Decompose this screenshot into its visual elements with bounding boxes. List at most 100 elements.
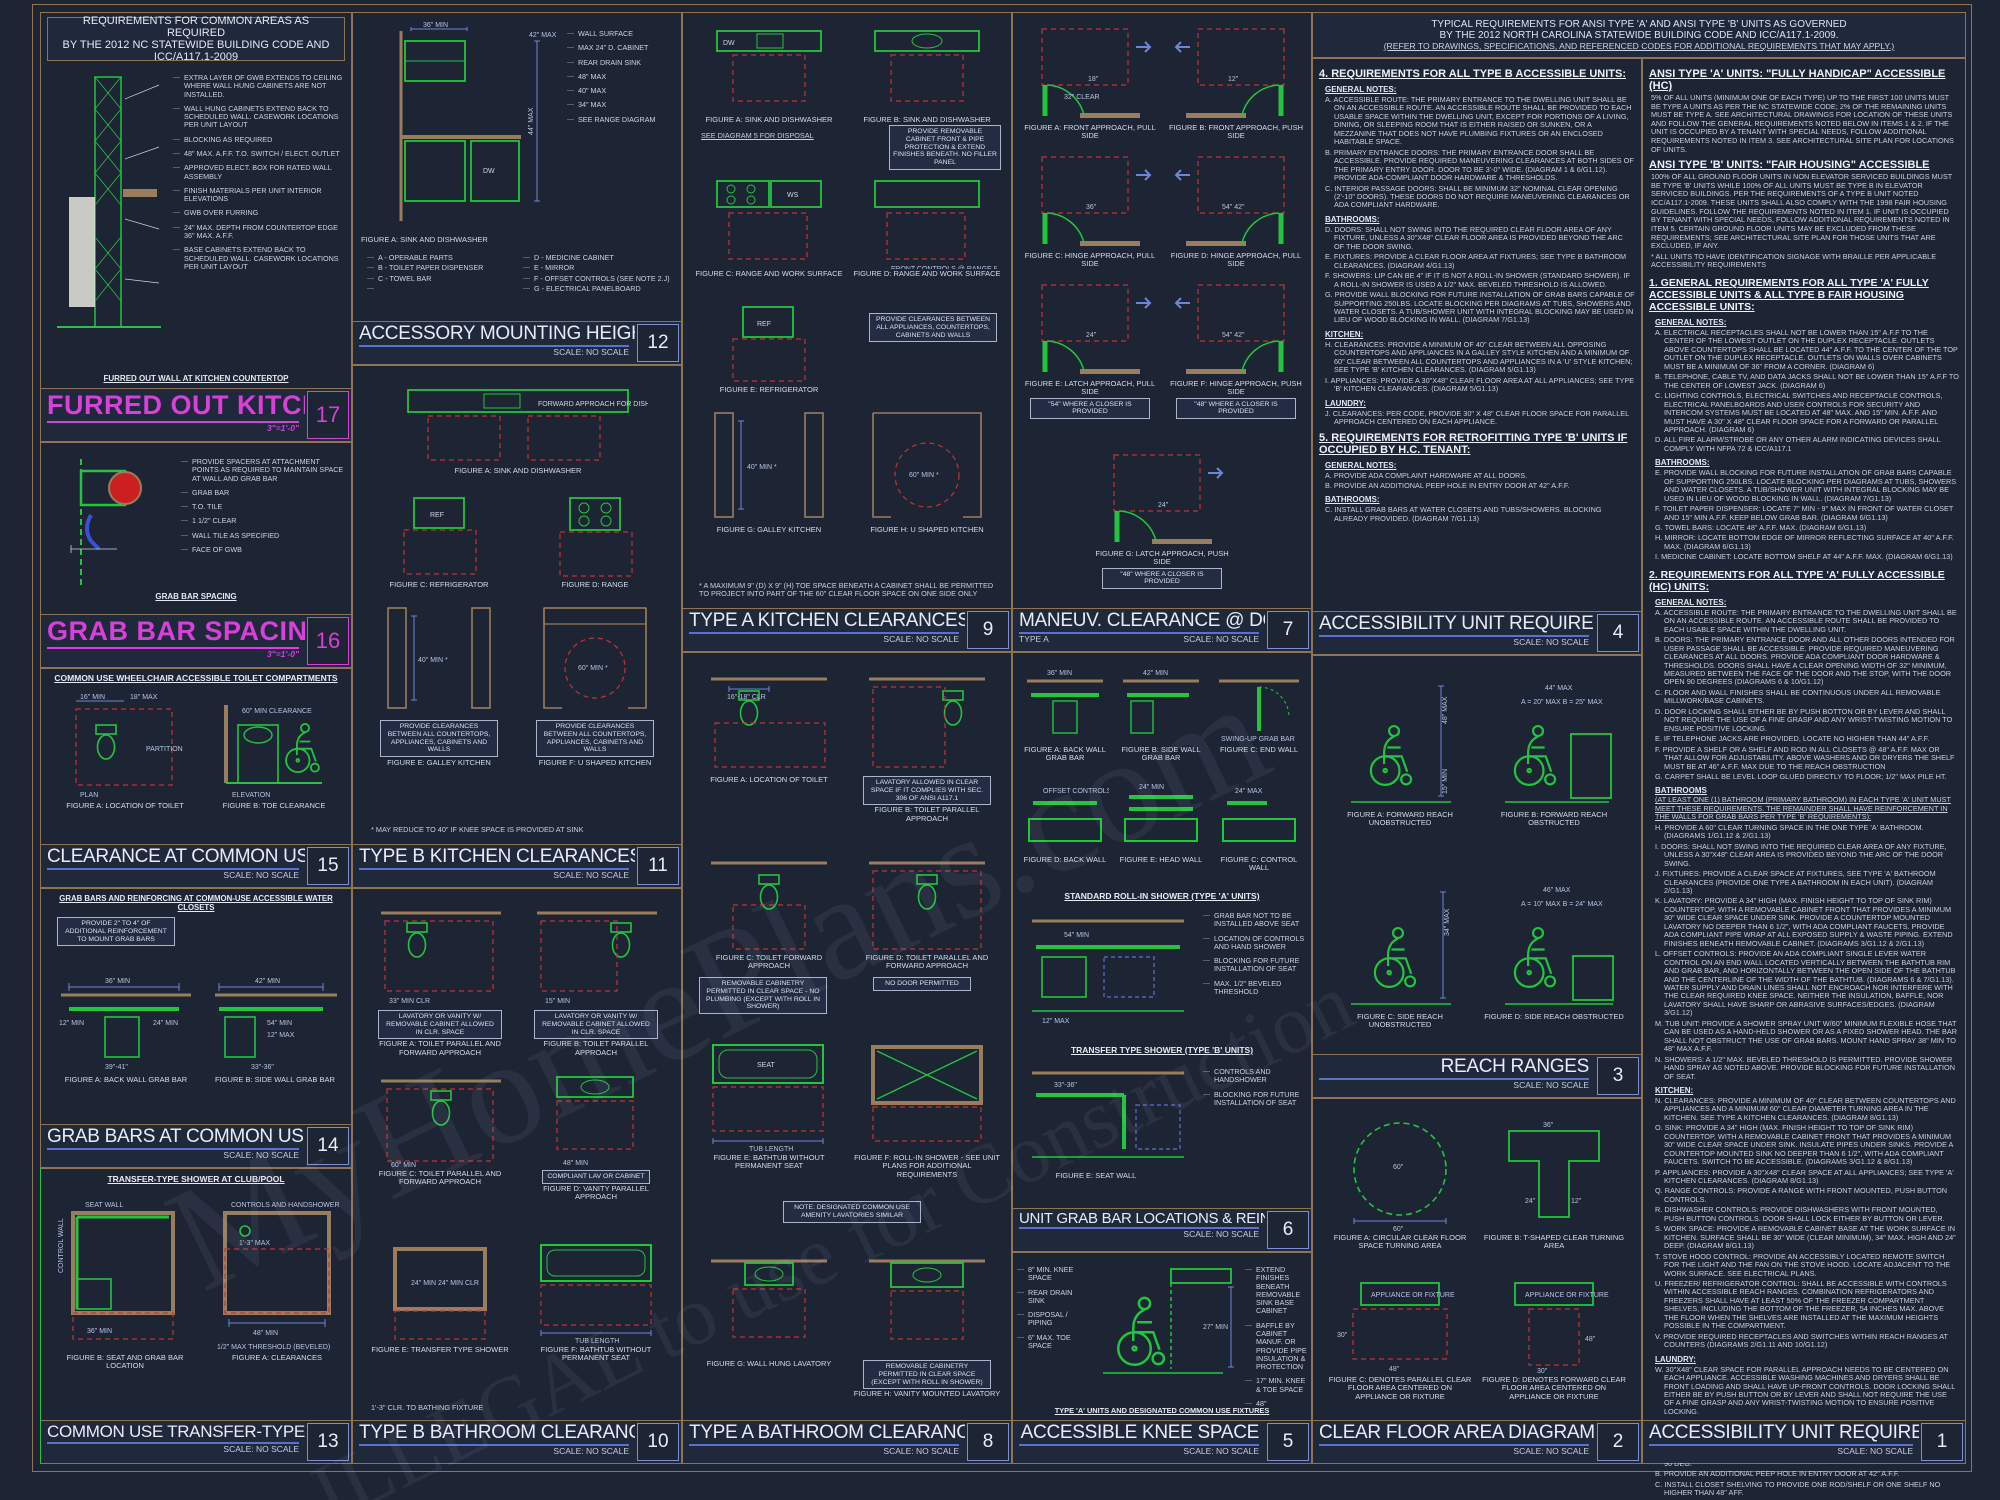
figure-caption: FIGURE G: LATCH APPROACH, PUSH SIDE	[1095, 549, 1229, 567]
svg-text:16"-18" CLR: 16"-18" CLR	[727, 694, 766, 701]
callout: BLOCKING AS REQUIRED	[173, 135, 345, 144]
panel-title-bar: ACCESSIBLE KNEE SPACE SCALE: NO SCALE 5	[1013, 1420, 1311, 1463]
legend-item: C - TOWEL BAR	[367, 274, 515, 283]
scale-label: SCALE: NO SCALE	[1183, 634, 1259, 644]
figure-door-g: 24" FIGURE G: LATCH APPROACH, PUSH SIDE …	[1093, 449, 1231, 590]
svg-text:24": 24"	[1158, 502, 1169, 509]
panel-type-b-bathroom-clearances: 33" MIN CLR LAVATORY OR VANITY W/ REMOVA…	[352, 888, 682, 1464]
footnote: * MAY REDUCE TO 40" IF KNEE SPACE IS PRO…	[371, 825, 584, 835]
galley-svg: 40" MIN *	[387, 607, 491, 709]
label: DISPOSAL / PIPING	[1017, 1311, 1083, 1328]
svg-text:60" MIN *: 60" MIN *	[909, 472, 939, 479]
group-heading: LAUNDRY:	[1655, 1354, 1696, 1364]
figure-caption: FIGURE C: DENOTES PARALLEL CLEAR FLOOR A…	[1328, 1375, 1472, 1401]
wall-section-diagram	[49, 69, 169, 349]
detail-number-badge: 9	[967, 611, 1009, 649]
svg-text:TUB LENGTH: TUB LENGTH	[749, 1146, 793, 1153]
panel-title-bar: TYPE A KITCHEN CLEARANCES SCALE: NO SCALE…	[683, 608, 1011, 651]
note-item: I. MEDICINE CABINET: LOCATE BOTTOM SHELF…	[1655, 552, 1953, 562]
svg-text:54" 42": 54" 42"	[1222, 204, 1245, 211]
figure-caption: FIGURE D: RANGE	[561, 580, 629, 589]
see-disposal-note: SEE DIAGRAM 5 FOR DISPOSAL	[701, 131, 814, 140]
ansi-type-b-paragraph: 100% OF ALL GROUND FLOOR UNITS IN NON EL…	[1651, 172, 1953, 251]
figure-refrigerator: REF FIGURE C: REFRIGERATOR	[369, 490, 509, 589]
figure-caption: FIGURE C: HINGE APPROACH, PULL SIDE	[1024, 251, 1156, 269]
note: MAX. 1/2" BEVELED THRESHOLD	[1203, 979, 1307, 997]
ansi-requirements-banner: TYPICAL REQUIREMENTS FOR ANSI TYPE 'A' A…	[1312, 12, 1966, 58]
figure-vanity: 48" MIN COMPLIANT LAV OR CABINET FIGURE …	[523, 1069, 669, 1201]
figure-forward-reach-unobstructed: 48" MAX 15" MIN FIGURE A: FORWARD REACH …	[1327, 670, 1473, 828]
label: REAR DRAIN SINK	[567, 58, 675, 67]
panel-title-bar: TYPE B BATHROOM CLEARANCES SCALE: NO SCAL…	[353, 1420, 681, 1463]
svg-text:54" 42": 54" 42"	[1222, 332, 1245, 339]
svg-text:15" MIN: 15" MIN	[1442, 769, 1449, 794]
rollin-shower-diagram: 54" MIN 12" MAX	[1023, 907, 1193, 1027]
svg-text:24" MIN: 24" MIN	[153, 1020, 178, 1027]
side-wall-grab-bar-svg: 42" MIN 54" MIN 12" MAX 33"-36"	[215, 978, 337, 1071]
toilet-pf-svg	[869, 861, 985, 950]
figure-u-kitchen: 60" MIN * PROVIDE CLEARANCES BETWEEN ALL…	[525, 598, 665, 768]
transfer-shower-svg-b: SEAT WALL CONTROL WALL 36" MIN	[58, 1202, 175, 1340]
figure-caption: FIGURE A: CIRCULAR CLEAR FLOOR SPACE TUR…	[1333, 1233, 1467, 1251]
figure-caption: FURRED OUT WALL AT KITCHEN COUNTERTOP	[103, 374, 289, 383]
group-heading: BATHROOMS:	[1655, 458, 1710, 468]
scale-label: SCALE: NO SCALE	[883, 634, 959, 644]
removable-cabinetry-note: REMOVABLE CABINETRY PERMITTED IN CLEAR S…	[863, 1360, 991, 1390]
accessory-legend: A - OPERABLE PARTS D - MEDICINE CABINET B …	[367, 253, 671, 294]
svg-text:36" MIN: 36" MIN	[423, 22, 448, 29]
panel-reach-ranges: 48" MAX 15" MIN FIGURE A: FORWARD REACH …	[1312, 655, 1642, 1098]
panel-title-bar: CLEARANCE AT COMMON USE W.C. SCALE: NO SC…	[41, 844, 351, 887]
panel-furred-out-kitchen-wall: REQUIREMENTS FOR COMMON AREAS AS REQUIRE…	[40, 12, 352, 442]
detail-number-badge: 7	[1267, 611, 1309, 649]
figure-caption: FIGURE B: TOE CLEARANCE	[222, 801, 326, 810]
label: 48" MAX	[567, 72, 675, 81]
note-item: G. PROVIDE WALL BLOCKING FOR FUTURE INST…	[1325, 290, 1635, 325]
note-item: O. SINK: PROVIDE A 34" HIGH (MAX. FINISH…	[1655, 1123, 1953, 1167]
figure-caption: FIGURE A: SINK AND DISHWASHER	[705, 115, 833, 124]
svg-text:48": 48"	[1389, 1366, 1400, 1373]
figure-side-reach-unobstructed: 34" MAX FIGURE C: SIDE REACH UNOBSTRUCTE…	[1327, 872, 1473, 1030]
callout: APPROVED ELECT. BOX FOR RATED WALL ASSEM…	[173, 164, 345, 181]
note-item: G. TOWEL BARS: LOCATE 48" A.F.F. MAX. (D…	[1655, 523, 1867, 533]
toilet-parallel-svg	[869, 677, 985, 768]
svg-text:40" MIN *: 40" MIN *	[418, 657, 448, 664]
svg-text:16" MIN: 16" MIN	[80, 694, 105, 701]
roll-in-shower-svg	[871, 1045, 983, 1142]
panel-unit-grab-bar-locations: 36" MIN FIGURE A: BACK WALL GRAB BAR 42"…	[1012, 652, 1312, 1252]
figure-door-e: 24" FIGURE E: LATCH APPROACH, PULL SIDE …	[1021, 279, 1159, 420]
panel-title-bar: FURRED OUT KITCHEN WALL 3"=1'-0" 17	[41, 388, 351, 441]
group-heading: KITCHEN:	[1325, 329, 1364, 339]
knee-space-labels-left: 8" MIN. KNEE SPACE REAR DRAIN SINK DISPO…	[1017, 1263, 1083, 1353]
compliant-lav-note: COMPLIANT LAV OR CABINET	[542, 1170, 650, 1184]
figure-bathtub-no-seat: SEAT TUB LENGTH FIGURE E: BATHTUB WITHOU…	[695, 1035, 843, 1171]
callout: 48" MAX. A.F.F. T.O. SWITCH / ELECT. OUT…	[173, 149, 345, 158]
callout: PROVIDE SPACERS AT ATTACHMENT POINTS AS …	[181, 457, 345, 483]
figure-caption: FIGURE E: BATHTUB WITHOUT PERMANENT SEAT	[713, 1153, 825, 1171]
vanity-lav-svg	[869, 1259, 985, 1340]
panel-title-bar: COMMON USE TRANSFER-TYPE SHOWER SCALE: NO…	[41, 1420, 351, 1463]
detail-number-badge: 14	[307, 1127, 349, 1165]
figure-circular-turning: 60" 60" FIGURE A: CIRCULAR CLEAR FLOOR S…	[1327, 1113, 1473, 1251]
group-heading: GENERAL NOTES:	[1655, 597, 1727, 607]
panel-type-a-kitchen-clearances: DW FIGURE A: SINK AND DISHWASHER FIGURE …	[682, 12, 1012, 652]
svg-text:12": 12"	[1571, 1198, 1582, 1205]
panel-title: CLEARANCE AT COMMON USE W.C.	[47, 846, 305, 867]
scale-label: 3"=1'-0"	[266, 649, 299, 659]
figure-toilet-parallel-forward: FIGURE D: TOILET PARALLEL AND FORWARD AP…	[853, 849, 1001, 971]
legend-item: E - MIRROR	[523, 263, 671, 272]
panel-title-bar: GRAB BARS AT COMMON USE W.C. SCALE: NO SC…	[41, 1124, 351, 1167]
note-item: U. FREEZER/ REFRIGERATOR CONTROL: SHALL …	[1655, 1279, 1947, 1331]
grab-bar-spacing-svg	[70, 459, 142, 587]
note-item: D. ALL FIRE ALARM/STROBE OR ANY OTHER AL…	[1655, 435, 1941, 453]
figure-caption: FIGURE B: TOILET PARALLEL APPROACH	[543, 1039, 649, 1057]
panel-title: CLEAR FLOOR AREA DIAGRAMS	[1319, 1422, 1595, 1443]
detail-number-badge: 3	[1597, 1057, 1639, 1095]
note-item: C. FLOOR AND WALL FINISHES SHALL BE CONT…	[1655, 687, 1941, 706]
u-kitchen-h-svg: 60" MIN *	[872, 412, 982, 518]
note: BLOCKING FOR FUTURE INSTALLATION OF SEAT	[1203, 957, 1307, 974]
panel-title-bar: CLEAR FLOOR AREA DIAGRAMS SCALE: NO SCALE…	[1313, 1420, 1641, 1463]
svg-text:36": 36"	[1086, 204, 1097, 211]
knee-space-diagram: 27" MIN	[1083, 1259, 1243, 1379]
svg-text:46" MAX: 46" MAX	[1543, 887, 1571, 894]
figure-toilet-a: 33" MIN CLR LAVATORY OR VANITY W/ REMOVA…	[367, 901, 513, 1057]
